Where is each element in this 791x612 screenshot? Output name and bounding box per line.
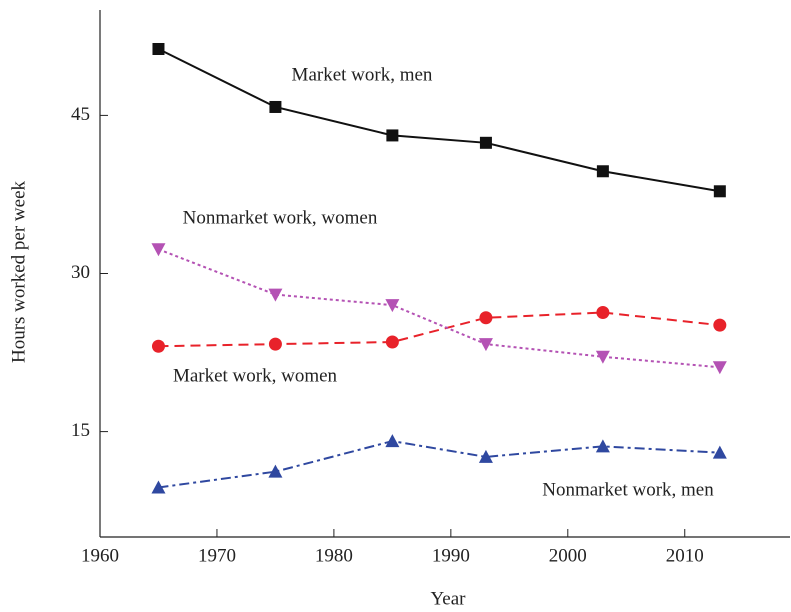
x-tick-label: 2000 xyxy=(549,545,587,566)
marker xyxy=(596,165,609,178)
y-tick-label: 45 xyxy=(71,104,90,125)
y-tick-label: 30 xyxy=(71,262,90,283)
marker xyxy=(386,129,399,142)
series-line xyxy=(158,440,720,489)
marker xyxy=(385,434,400,448)
marker xyxy=(385,335,399,349)
series-line xyxy=(158,248,720,369)
marker xyxy=(712,361,727,375)
x-tick-label: 1970 xyxy=(198,545,236,566)
x-tick-label: 1980 xyxy=(315,545,353,566)
marker xyxy=(269,100,282,113)
series-label: Nonmarket work, men xyxy=(542,479,714,500)
marker xyxy=(479,311,493,325)
marker xyxy=(595,350,610,364)
marker xyxy=(151,339,165,353)
series-label: Nonmarket work, women xyxy=(183,207,378,228)
series-line xyxy=(158,311,720,348)
marker xyxy=(268,337,282,351)
y-tick-label: 15 xyxy=(71,420,90,441)
x-tick-label: 1990 xyxy=(432,545,470,566)
marker xyxy=(268,288,283,302)
marker xyxy=(596,305,610,319)
marker xyxy=(478,338,493,352)
marker xyxy=(268,464,283,478)
x-tick-label: 2010 xyxy=(666,545,704,566)
marker xyxy=(713,318,727,332)
marker xyxy=(478,449,493,463)
y-axis-label: Hours worked per week xyxy=(8,180,29,363)
series-label: Market work, women xyxy=(173,365,338,386)
marker xyxy=(595,439,610,453)
marker xyxy=(385,299,400,313)
marker xyxy=(151,480,166,494)
marker xyxy=(152,42,165,55)
marker xyxy=(713,185,726,198)
marker xyxy=(151,243,166,257)
x-axis-label: Year xyxy=(430,588,466,609)
marker xyxy=(479,136,492,149)
series-label: Market work, men xyxy=(292,64,433,85)
marker xyxy=(712,445,727,459)
series-line xyxy=(158,48,720,193)
x-tick-label: 1960 xyxy=(81,545,119,566)
